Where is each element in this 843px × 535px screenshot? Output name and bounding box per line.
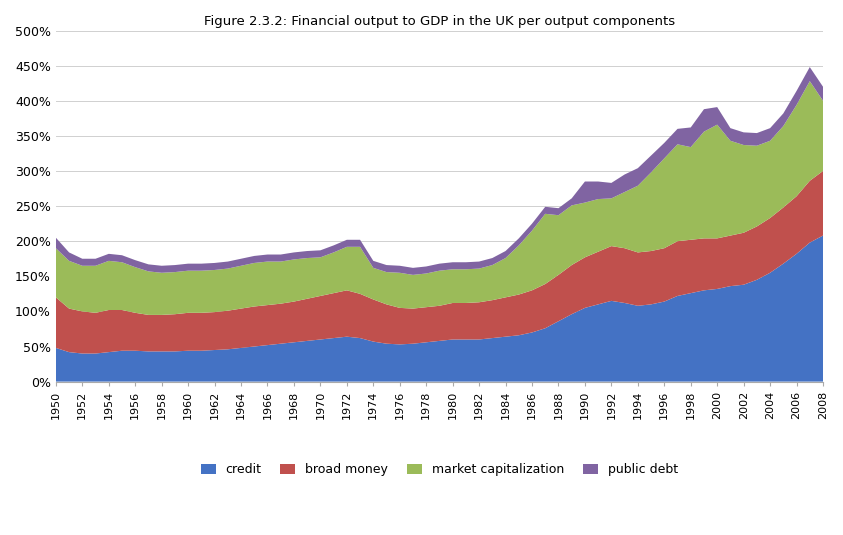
- Title: Figure 2.3.2: Financial output to GDP in the UK per output components: Figure 2.3.2: Financial output to GDP in…: [204, 15, 675, 28]
- Legend: credit, broad money, market capitalization, public debt: credit, broad money, market capitalizati…: [196, 458, 683, 481]
